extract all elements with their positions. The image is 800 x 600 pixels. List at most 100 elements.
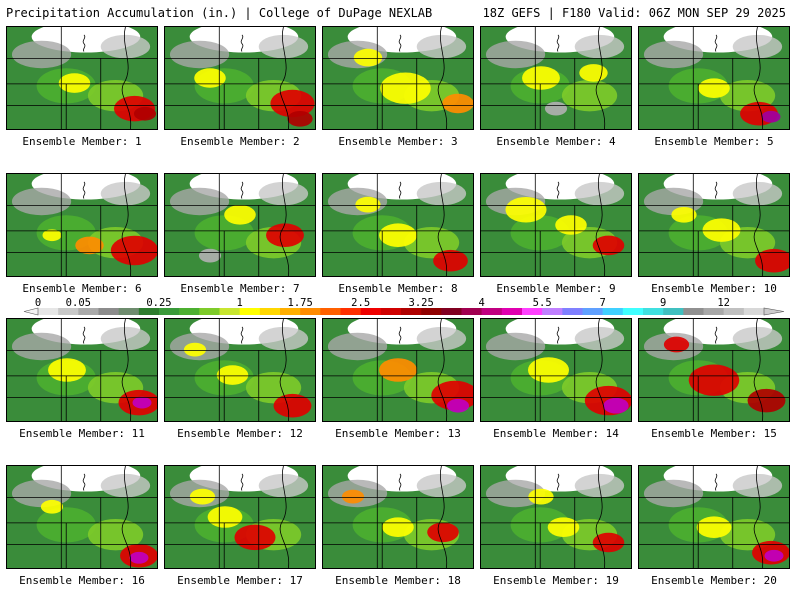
- colorbar-swatch: [663, 308, 684, 315]
- colorbar-swatch: [138, 308, 160, 315]
- precip-map-graphic: [323, 174, 473, 276]
- colorbar-swatch: [219, 308, 240, 315]
- ensemble-member-map: [322, 318, 474, 422]
- colorbar-tick-label: 5.5: [533, 297, 552, 309]
- colorbar-tick-label: 1: [237, 297, 243, 309]
- colorbar-right-arrow: [763, 307, 785, 316]
- precip-colorbar: 0 0.05 0.25 1 1.75 2.5 3.25 4 5.5 7 9 12: [23, 297, 785, 316]
- ensemble-member-label: Ensemble Member: 5: [654, 135, 774, 148]
- precip-map-graphic: [165, 319, 315, 421]
- ensemble-member-label: Ensemble Member: 11: [19, 427, 145, 440]
- colorbar-swatch: [602, 308, 624, 315]
- ensemble-member-map: [164, 318, 316, 422]
- page-title: Precipitation Accumulation (in.) | Colle…: [6, 6, 433, 20]
- ensemble-member-label: Ensemble Member: 16: [19, 574, 145, 587]
- colorbar-swatch: [300, 308, 321, 315]
- ensemble-member-label: Ensemble Member: 4: [496, 135, 616, 148]
- ensemble-member-map: [480, 173, 632, 277]
- colorbar-swatch: [340, 308, 361, 315]
- precip-map-graphic: [323, 319, 473, 421]
- colorbar-tick-label: 0: [35, 297, 41, 309]
- ensemble-member-label: Ensemble Member: 18: [335, 574, 461, 587]
- precip-map-graphic: [7, 27, 157, 129]
- colorbar-swatch: [461, 308, 482, 315]
- colorbar-swatch: [98, 308, 119, 315]
- colorbar-swatch: [683, 308, 704, 315]
- ensemble-member-map: [6, 318, 158, 422]
- precip-map-graphic: [481, 319, 631, 421]
- colorbar-swatch: [542, 308, 563, 315]
- ensemble-member-label: Ensemble Member: 9: [496, 282, 616, 295]
- precip-map-graphic: [165, 466, 315, 568]
- colorbar-swatch: [622, 308, 644, 315]
- colorbar-swatch: [643, 308, 664, 315]
- colorbar-swatch: [522, 308, 543, 315]
- precip-map-graphic: [639, 466, 789, 568]
- ensemble-member-map: [6, 26, 158, 130]
- ensemble-member-map: [480, 465, 632, 569]
- colorbar-swatch: [743, 308, 765, 315]
- ensemble-member-map: [164, 465, 316, 569]
- ensemble-member-label: Ensemble Member: 15: [651, 427, 777, 440]
- colorbar-tick-label: 2.5: [351, 297, 370, 309]
- colorbar-swatch: [320, 308, 341, 315]
- ensemble-member-map: [164, 26, 316, 130]
- colorbar-swatch: [481, 308, 503, 315]
- ensemble-member-label: Ensemble Member: 20: [651, 574, 777, 587]
- ensemble-member-map: [6, 173, 158, 277]
- ensemble-member-map: [322, 26, 474, 130]
- ensemble-member-label: Ensemble Member: 2: [180, 135, 300, 148]
- precip-map-graphic: [481, 174, 631, 276]
- colorbar-tick-label: 0.05: [66, 297, 91, 309]
- ensemble-member-label: Ensemble Member: 8: [338, 282, 458, 295]
- colorbar-swatch: [78, 308, 99, 315]
- colorbar-swatch: [360, 308, 382, 315]
- ensemble-member-map: [638, 173, 790, 277]
- precip-map-graphic: [165, 174, 315, 276]
- colorbar-swatch: [38, 308, 59, 315]
- colorbar-swatch: [723, 308, 745, 315]
- colorbar-swatch: [280, 308, 301, 315]
- colorbar-tick-label: 7: [600, 297, 606, 309]
- precip-map-graphic: [639, 174, 789, 276]
- ensemble-member-label: Ensemble Member: 7: [180, 282, 300, 295]
- colorbar-swatch: [380, 308, 402, 315]
- ensemble-member-label: Ensemble Member: 13: [335, 427, 461, 440]
- colorbar-swatch: [159, 308, 180, 315]
- ensemble-member-map: [322, 173, 474, 277]
- colorbar-tick-label: 1.75: [288, 297, 313, 309]
- colorbar-swatch: [401, 308, 422, 315]
- colorbar-tick-label: 12: [717, 297, 730, 309]
- precip-map-graphic: [639, 319, 789, 421]
- ensemble-member-label: Ensemble Member: 3: [338, 135, 458, 148]
- colorbar-swatch: [239, 308, 261, 315]
- precip-map-graphic: [7, 466, 157, 568]
- ensemble-member-map: [480, 26, 632, 130]
- ensemble-member-label: Ensemble Member: 6: [22, 282, 142, 295]
- ensemble-member-label: Ensemble Member: 19: [493, 574, 619, 587]
- precip-map-graphic: [7, 174, 157, 276]
- ensemble-member-map: [638, 318, 790, 422]
- colorbar-swatch: [501, 308, 523, 315]
- ensemble-member-label: Ensemble Member: 10: [651, 282, 777, 295]
- colorbar-swatch: [118, 308, 140, 315]
- run-info: 18Z GEFS | F180 Valid: 06Z MON SEP 29 20…: [482, 6, 786, 20]
- precip-map-graphic: [165, 27, 315, 129]
- ensemble-member-label: Ensemble Member: 1: [22, 135, 142, 148]
- colorbar-swatch: [441, 308, 462, 315]
- colorbar-swatch: [421, 308, 442, 315]
- colorbar-swatch: [58, 308, 79, 315]
- colorbar-swatch: [259, 308, 281, 315]
- colorbar-tick-label: 3.25: [409, 297, 434, 309]
- ensemble-member-map: [480, 318, 632, 422]
- ensemble-member-map: [164, 173, 316, 277]
- precip-map-graphic: [323, 466, 473, 568]
- ensemble-member-map: [638, 26, 790, 130]
- precip-map-graphic: [481, 466, 631, 568]
- precip-map-graphic: [639, 27, 789, 129]
- precip-map-graphic: [481, 27, 631, 129]
- precip-map-graphic: [323, 27, 473, 129]
- ensemble-member-label: Ensemble Member: 12: [177, 427, 303, 440]
- colorbar-swatch: [703, 308, 724, 315]
- colorbar-swatch: [179, 308, 200, 315]
